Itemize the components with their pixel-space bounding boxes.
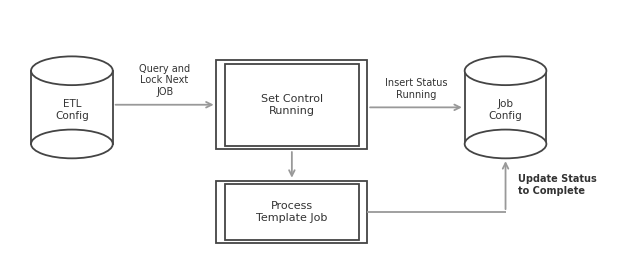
Text: Query and
Lock Next
JOB: Query and Lock Next JOB	[139, 64, 190, 97]
Bar	[224, 184, 359, 240]
Ellipse shape	[31, 129, 113, 158]
Ellipse shape	[465, 129, 547, 158]
Text: Set Control
Running: Set Control Running	[261, 94, 323, 116]
Bar	[216, 180, 367, 243]
Ellipse shape	[31, 56, 113, 85]
Text: Update Status
to Complete: Update Status to Complete	[518, 174, 597, 196]
Bar	[31, 71, 113, 144]
Text: Process
Template Job: Process Template Job	[256, 201, 328, 223]
Text: Insert Status
Running: Insert Status Running	[385, 78, 447, 100]
Ellipse shape	[465, 56, 547, 85]
Bar	[465, 71, 547, 144]
Text: ETL
Config: ETL Config	[55, 99, 89, 121]
Text: Job
Config: Job Config	[489, 99, 522, 121]
Bar	[216, 60, 367, 149]
Bar	[224, 64, 359, 146]
